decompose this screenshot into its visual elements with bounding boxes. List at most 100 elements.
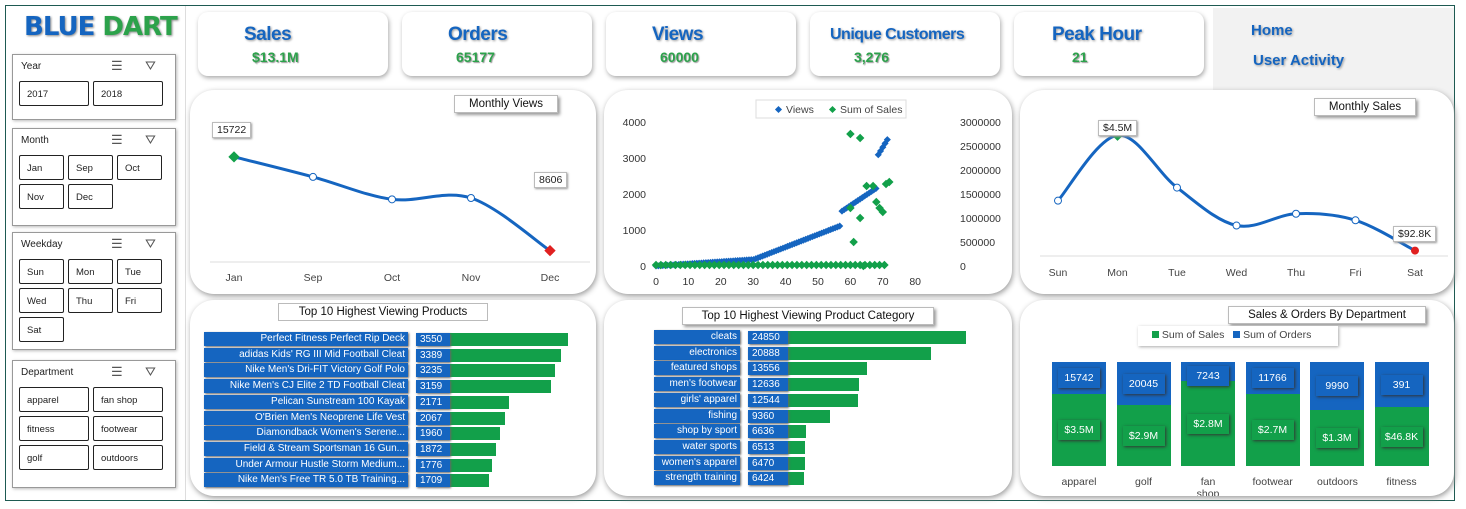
y-right-tick: 500000 <box>960 237 995 249</box>
kpi-title: Views <box>652 24 704 45</box>
top_categories-value: 9360 <box>748 409 788 423</box>
monthly-views-first-label: 15722 <box>212 122 252 138</box>
monthly-views-tick: Dec <box>540 272 560 284</box>
top_products-row: Perfect Fitness Perfect Rip Deck 3550 <box>190 332 596 346</box>
slicer-item-Wed[interactable]: Wed <box>19 288 64 313</box>
department-bar-fitness: 391 $46.8K <box>1374 362 1429 466</box>
top_products-label: Field & Stream Sportsman 16 Gun... <box>204 441 408 456</box>
top_products-row: Diamondback Women's Serene... 1960 <box>190 426 596 441</box>
monthly-sales-peak-label: $4.5M <box>1098 120 1138 136</box>
monthly-views-tick: Nov <box>461 272 481 284</box>
top_products-row: adidas Kids' RG III Mid Football Cleat 33… <box>190 347 596 362</box>
x-tick: 80 <box>909 276 921 288</box>
department-name: apparel <box>1061 476 1097 488</box>
kpi-value: 65177 <box>456 49 495 65</box>
slicer-item-footwear[interactable]: footwear <box>93 416 163 441</box>
top_categories-value: 6470 <box>748 456 788 470</box>
top_categories-label: fishing <box>654 408 740 423</box>
top_products-value: 1872 <box>416 442 450 456</box>
sales-point <box>797 260 807 270</box>
y-left-tick: 4000 <box>623 117 647 129</box>
kpi-card-1: Orders 65177 <box>402 12 592 76</box>
clear-filter-icon[interactable]: ⛛ <box>145 236 156 251</box>
slicer-item-Fri[interactable]: Fri <box>117 288 162 313</box>
slicer-item-outdoors[interactable]: outdoors <box>93 445 163 470</box>
monthly-views-tick: Jan <box>225 272 243 284</box>
slicer-item-Sat[interactable]: Sat <box>19 317 64 342</box>
sales-point <box>724 260 734 270</box>
sales-point <box>846 203 855 213</box>
clear-filter-icon[interactable]: ⛛ <box>145 58 156 73</box>
slicer-item-Oct[interactable]: Oct <box>117 155 162 180</box>
multi-select-icon[interactable]: ☰ <box>111 132 123 147</box>
department-sales-label: $2.8M <box>1187 413 1229 434</box>
top_products-value: 3159 <box>416 380 450 394</box>
slicer-header: Weekday ☰ ⛛ <box>13 233 175 255</box>
top_products-label: Under Armour Hustle Storm Medium... <box>204 457 408 472</box>
y-right-tick: 2500000 <box>960 141 1001 153</box>
department-bar-fan-shop: 7243 $2.8M <box>1181 362 1235 466</box>
sidebar: BLUE DART Year ☰ ⛛ 2017 2018 Month ☰ ⛛ Jan Sep Oct… <box>6 6 186 500</box>
sales-point <box>778 260 787 270</box>
top_products-row: Nike Men's CJ Elite 2 TD Football Cleat 3… <box>190 379 596 394</box>
kpi-title: Peak Hour <box>1052 24 1142 45</box>
slicer-item-Mon[interactable]: Mon <box>68 259 113 284</box>
slicer-item-Jan[interactable]: Jan <box>19 155 64 180</box>
y-right-tick: 1000000 <box>960 213 1001 225</box>
kpi-value: $13.1M <box>252 49 299 65</box>
slicer-item-Tue[interactable]: Tue <box>117 259 162 284</box>
top_products-value: 1776 <box>416 458 450 472</box>
legend-sales: Sum of Sales <box>840 104 902 116</box>
department-sales-label: $2.9M <box>1122 425 1165 446</box>
slicer-item-Sun[interactable]: Sun <box>19 259 64 284</box>
top_products-label: O'Brien Men's Neoprene Life Vest <box>204 410 408 425</box>
y-left-tick: 1000 <box>623 225 647 237</box>
top_categories-label: shop by sport <box>654 424 740 439</box>
sales-point <box>841 260 850 270</box>
top_products-value: 2067 <box>416 411 450 425</box>
slicer-item-Dec[interactable]: Dec <box>68 184 113 209</box>
top_products-label: Nike Men's Dri-FIT Victory Golf Polo <box>204 363 408 378</box>
monthly-sales-title: Monthly Sales <box>1314 98 1416 116</box>
department-orders-label: 7243 <box>1187 366 1229 386</box>
nav-user-activity-link[interactable]: User Activity <box>1253 52 1345 69</box>
views-sales-scatter-panel: Views Sum of Sales 4000 3000 2000 1000 0 300000… <box>604 90 1012 294</box>
clear-filter-icon[interactable]: ⛛ <box>145 364 156 379</box>
top_products-value: 3389 <box>416 348 450 362</box>
multi-select-icon[interactable]: ☰ <box>111 58 123 73</box>
top_categories-row: men's footwear 12636 <box>604 377 1012 392</box>
top_products-label: Diamondback Women's Serene... <box>204 426 408 441</box>
department-name: fan shop <box>1196 476 1220 496</box>
slicer-title: Year <box>21 61 42 72</box>
multi-select-icon[interactable]: ☰ <box>111 236 123 251</box>
monthly-views-last-label: 8606 <box>534 172 568 188</box>
multi-select-icon[interactable]: ☰ <box>111 364 123 379</box>
nav-home-link[interactable]: Home <box>1251 22 1293 39</box>
brand-part2: DART <box>102 12 177 42</box>
y-left-tick: 0 <box>640 261 646 273</box>
slicer-item-fan-shop[interactable]: fan shop <box>93 387 163 412</box>
slicer-item-fitness[interactable]: fitness <box>19 416 89 441</box>
top-categories-panel: Top 10 Highest Viewing Product Category … <box>604 300 1012 496</box>
top_categories-row: electronics 20888 <box>604 345 1012 360</box>
top_categories-value: 6424 <box>748 472 788 486</box>
slicer-item-apparel[interactable]: apparel <box>19 387 89 412</box>
top_categories-value: 12636 <box>748 378 788 392</box>
department-name: fitness <box>1386 476 1417 488</box>
slicer-item-Sep[interactable]: Sep <box>68 155 113 180</box>
slicer-item-2018[interactable]: 2018 <box>93 81 163 106</box>
slicer-item-Thu[interactable]: Thu <box>68 288 113 313</box>
department-sales-label: $1.3M <box>1316 428 1358 448</box>
kpi-value: 3,276 <box>854 49 890 65</box>
top_categories-row: featured shops 13556 <box>604 361 1012 376</box>
clear-filter-icon[interactable]: ⛛ <box>145 132 156 147</box>
monthly-views-tick: Sep <box>303 272 323 284</box>
sales-point <box>851 260 860 270</box>
slicer-item-2017[interactable]: 2017 <box>19 81 89 106</box>
monthly-sales-point <box>1351 216 1360 225</box>
sales-point <box>753 260 763 270</box>
slicer-item-golf[interactable]: golf <box>19 445 89 470</box>
kpi-title: Sales <box>244 24 292 45</box>
slicer-item-Nov[interactable]: Nov <box>19 184 64 209</box>
monthly-sales-tick: Sat <box>1407 267 1423 279</box>
